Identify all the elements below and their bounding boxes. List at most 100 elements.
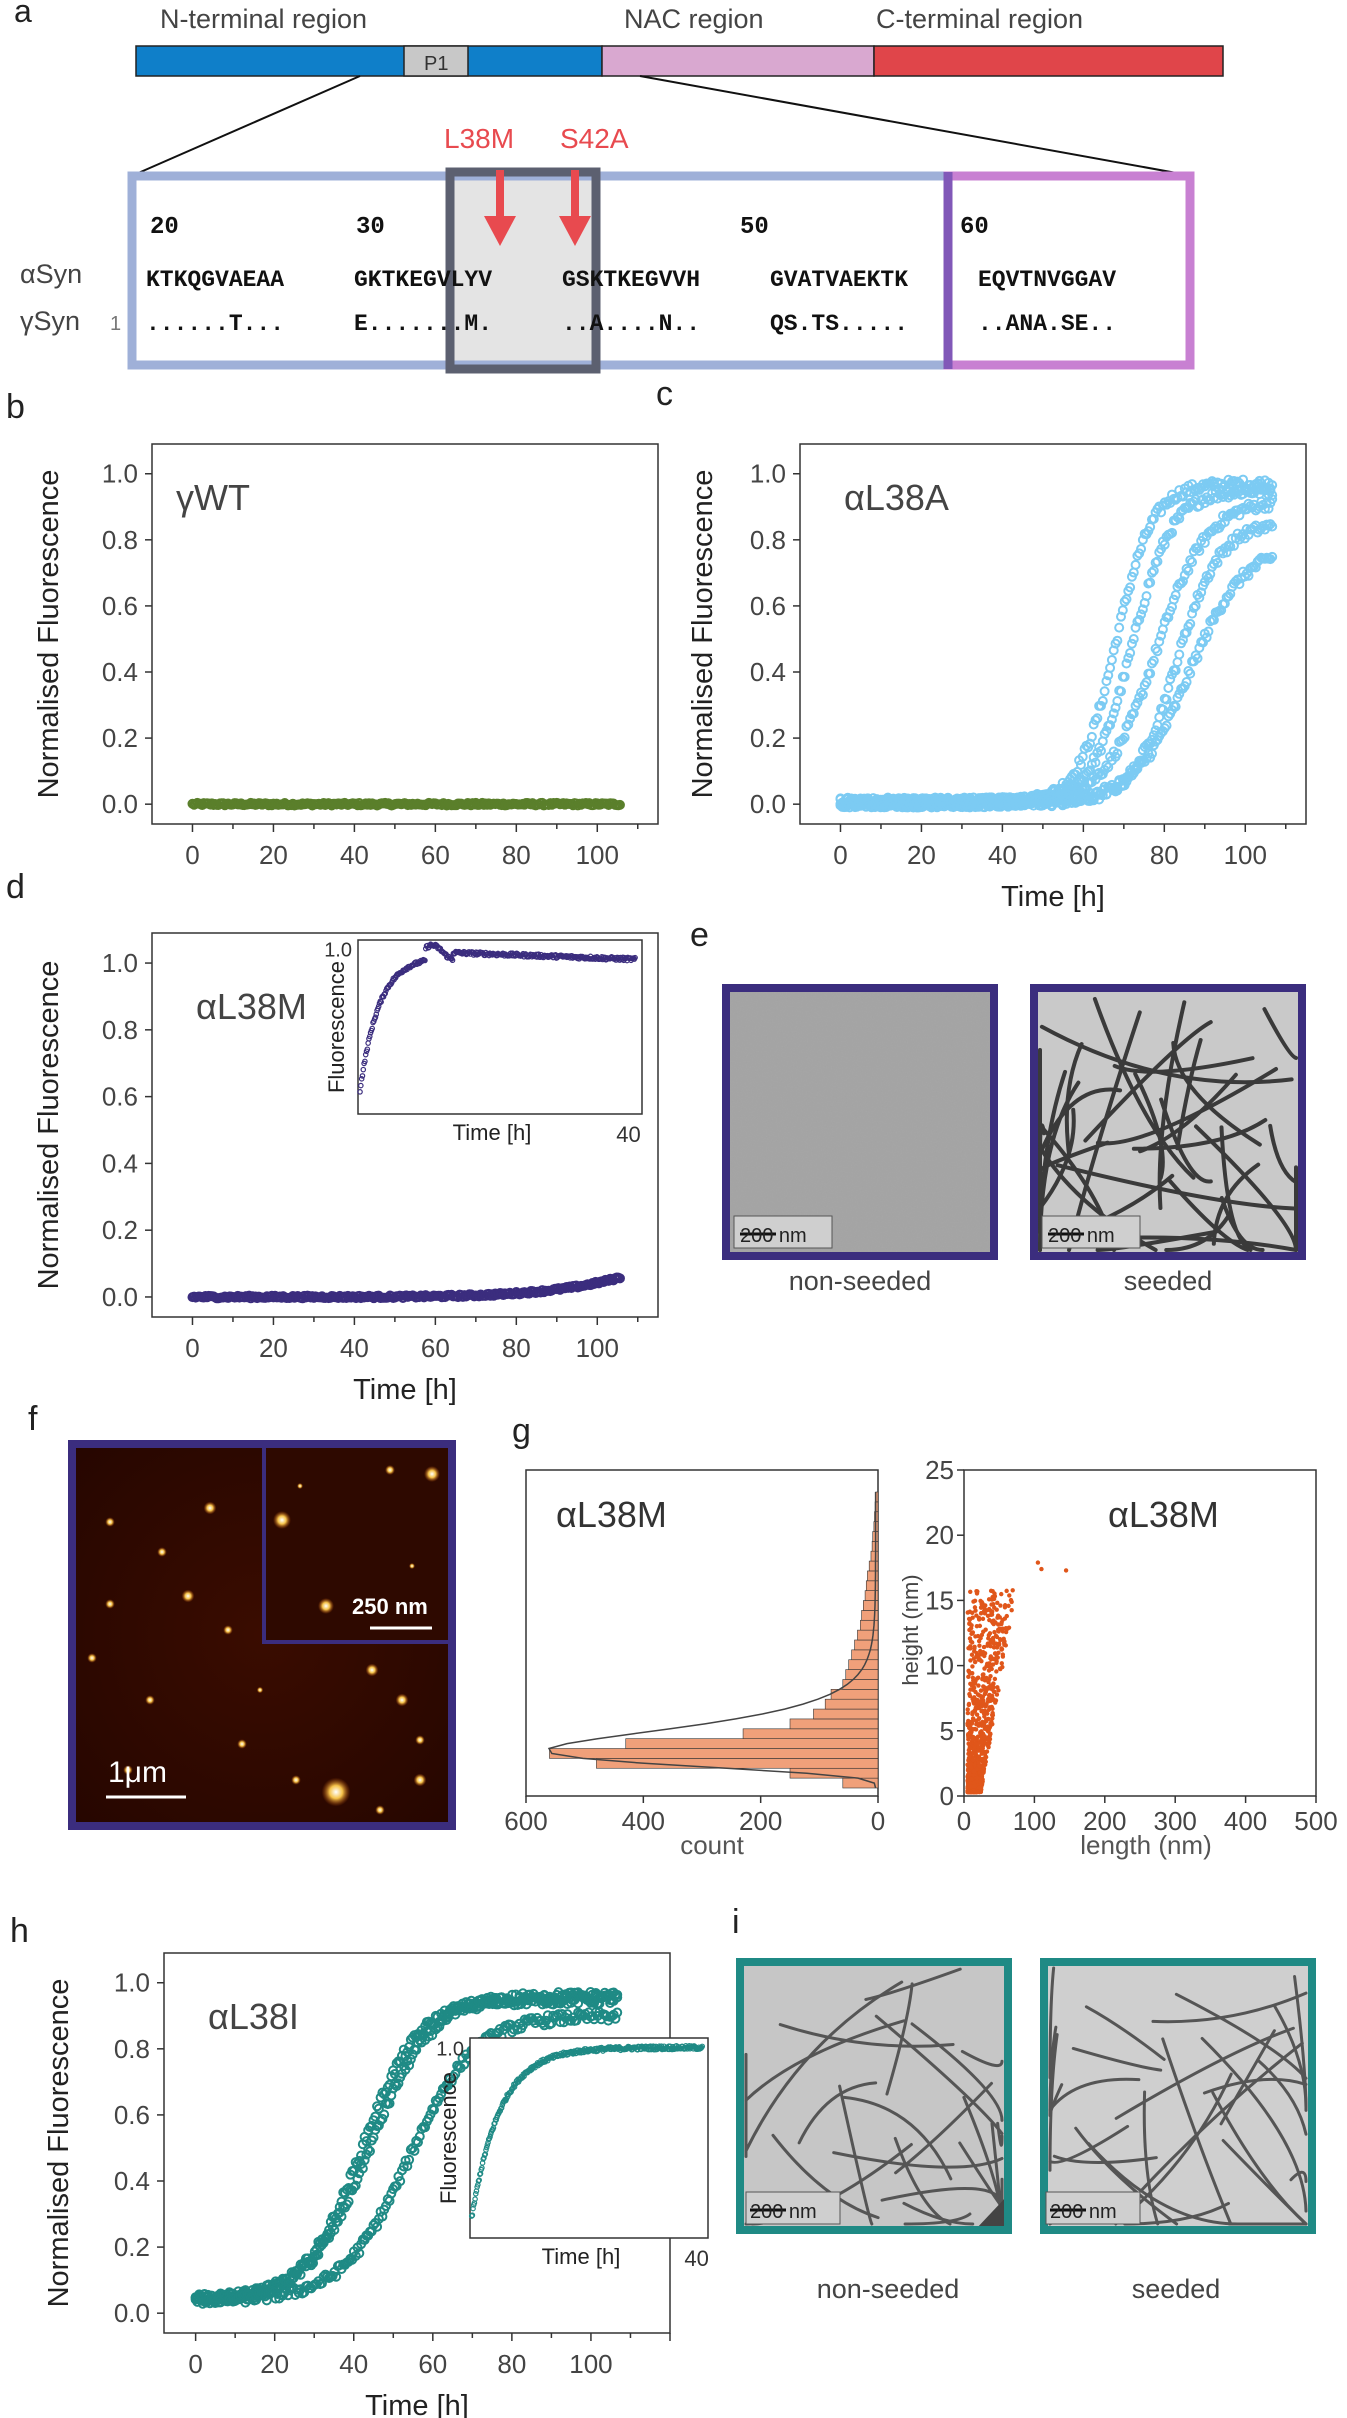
scatter-point <box>997 1666 1003 1671</box>
data-point <box>1097 696 1108 707</box>
data-point <box>1136 543 1147 554</box>
data-point <box>1163 612 1174 623</box>
scatter-point <box>965 1773 971 1778</box>
x-tick-label: 600 <box>504 1806 547 1836</box>
scatter-point <box>965 1610 970 1615</box>
y-tick-label: 0.2 <box>102 1215 138 1245</box>
y-tick-label: 1.0 <box>102 948 138 978</box>
inset-data-point <box>364 1046 371 1053</box>
inset-data-point <box>362 1058 368 1065</box>
scatter-point <box>972 1659 978 1665</box>
scatter-point <box>977 1705 982 1711</box>
histogram-bar <box>549 1748 879 1759</box>
x-tick-label: 40 <box>340 840 369 870</box>
data-point <box>405 2054 416 2065</box>
data-point <box>1112 748 1123 759</box>
data-point <box>1128 633 1139 644</box>
y-tick-label: 20 <box>925 1520 954 1550</box>
afm-particle <box>409 1563 415 1569</box>
histogram-bar <box>857 1629 879 1641</box>
scatter-point <box>967 1691 972 1697</box>
scatter-point <box>973 1741 978 1746</box>
panel-letters: a b c d e f g h i <box>6 0 740 1950</box>
scatter-point <box>973 1608 978 1613</box>
scatter-point <box>1002 1603 1008 1608</box>
fibril <box>885 1982 914 2096</box>
scale-bar-label: 200 nm <box>1048 1225 1115 1247</box>
scatter-point <box>978 1649 984 1655</box>
data-point <box>1119 671 1130 682</box>
afm-particle <box>237 1739 247 1749</box>
x-tick-label: 300 <box>1154 1806 1197 1836</box>
scatter-point <box>972 1598 978 1603</box>
y-tick-label: 0.8 <box>102 525 138 555</box>
scatter-point <box>986 1679 991 1685</box>
data-point <box>1181 677 1192 688</box>
data-point <box>1148 565 1159 576</box>
p1-label: P1 <box>424 53 448 75</box>
x-tick-label: 0 <box>871 1806 885 1836</box>
data-point <box>1170 701 1181 712</box>
fibril <box>1139 2041 1304 2193</box>
data-point <box>1183 565 1194 576</box>
afm-particle <box>424 1466 440 1482</box>
scale-bar-box <box>1041 1215 1141 1249</box>
data-point <box>612 2007 623 2018</box>
scatter-point <box>979 1708 984 1714</box>
scatter-point <box>999 1591 1004 1597</box>
fibril <box>1048 2025 1058 2117</box>
fibril <box>1095 1067 1279 1146</box>
fibril <box>1039 1024 1294 1085</box>
afm-inset-scale-label: 250 nm <box>352 1594 428 1619</box>
data-point <box>1192 653 1203 664</box>
scatter-point <box>985 1711 990 1716</box>
position-60: 60 <box>960 214 989 241</box>
data-point <box>915 802 926 813</box>
afm-particle <box>365 1663 379 1677</box>
data-point <box>1112 696 1123 707</box>
data-point <box>1156 630 1167 641</box>
scatter-point <box>967 1755 972 1760</box>
histogram-bar <box>861 1610 879 1621</box>
scatter-point <box>999 1646 1005 1652</box>
gamma-seq-block-4: QS.TS..... <box>770 311 908 337</box>
fibril <box>1262 1007 1298 1060</box>
inset-data-point <box>472 2196 478 2202</box>
data-point <box>1126 638 1137 649</box>
x-tick-label: 0 <box>188 2349 202 2379</box>
scatter-point <box>982 1691 988 1697</box>
scatter-point <box>985 1716 991 1722</box>
chart-h: 0.0 0.2 0.4 0.6 0.8 1.0 0 20 40 60 80 100 αL38I Norma… <box>43 1952 709 2418</box>
scatter-point <box>990 1712 995 1718</box>
inset-data-point <box>369 1025 376 1032</box>
fibril <box>1211 2091 1308 2226</box>
position-50: 50 <box>740 214 769 241</box>
afm-particle <box>415 1735 425 1745</box>
data-point <box>1265 485 1276 496</box>
scatter-point <box>988 1588 994 1594</box>
inset-y-axis-label: Fluorescence <box>436 2072 461 2204</box>
scatter-point <box>967 1730 973 1735</box>
chart-g-scatter: 0 100 200 300 400 500 0 5 10 15 20 25 length (nm) hei… <box>898 1455 1338 1860</box>
scatter-point <box>979 1599 985 1605</box>
fibril <box>1048 2077 1141 2112</box>
data-point <box>1194 545 1205 556</box>
data-point <box>1174 649 1185 660</box>
data-point <box>1101 676 1112 687</box>
mutation-label-s42a: S42A <box>560 123 629 154</box>
scale-bar-label: 200 nm <box>1050 2201 1117 2223</box>
scatter-point <box>1004 1588 1009 1594</box>
scatter-point <box>998 1637 1004 1643</box>
scatter-point <box>988 1612 994 1617</box>
position-30: 30 <box>356 214 385 241</box>
zoom-line-left <box>135 75 361 175</box>
data-point <box>1090 715 1101 726</box>
y-tick-label: 0.6 <box>750 591 786 621</box>
scatter-points <box>965 1560 1069 1795</box>
inset-data-point <box>372 1014 379 1021</box>
afm-particle <box>375 1805 385 1815</box>
scatter-point <box>965 1710 971 1716</box>
x-axis-label: count <box>680 1830 744 1860</box>
scatter-point <box>979 1744 984 1749</box>
